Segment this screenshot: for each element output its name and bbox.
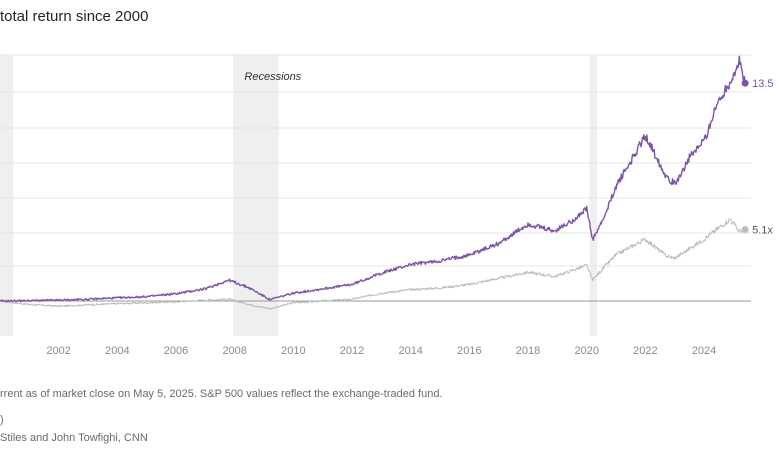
series-endpoint-purple	[741, 79, 749, 87]
source-fragment: )	[0, 414, 4, 426]
x-tick-2002: 2002	[46, 345, 70, 357]
credit-line: Stiles and John Towfighi, CNN	[0, 432, 148, 444]
series-lines	[0, 55, 749, 310]
x-tick-2010: 2010	[281, 345, 305, 357]
x-tick-2022: 2022	[633, 345, 657, 357]
end-label-purple: 13.5	[752, 78, 773, 90]
annotation-recessions: Recessions	[244, 71, 301, 83]
x-tick-2012: 2012	[340, 345, 364, 357]
return-chart: 5.1x 13.5 2002 2004 2006 2008 2010 2012 2014 2016…	[0, 54, 774, 357]
gridlines	[0, 54, 751, 302]
recession-band-2	[589, 55, 597, 336]
chart-labels: 5.1x 13.5 2002 2004 2006 2008 2010 2012 2014 2016…	[46, 71, 773, 357]
chart-title-text: total return since 2000	[0, 8, 149, 25]
x-tick-2006: 2006	[164, 345, 188, 357]
x-tick-2020: 2020	[574, 345, 598, 357]
series-line-purple	[0, 55, 746, 303]
footnote: rrent as of market close on May 5, 2025.…	[0, 388, 443, 400]
recession-band-1	[233, 55, 279, 336]
x-tick-2016: 2016	[457, 345, 481, 357]
x-tick-2014: 2014	[398, 345, 422, 357]
series-line-gray	[0, 218, 746, 310]
chart-title: total return since 2000	[0, 8, 148, 25]
x-tick-2004: 2004	[105, 345, 129, 357]
x-tick-2008: 2008	[222, 345, 246, 357]
end-label-gray: 5.1x	[752, 225, 773, 237]
x-tick-2024: 2024	[692, 345, 716, 357]
x-tick-2018: 2018	[516, 345, 540, 357]
series-endpoint-gray	[741, 226, 749, 234]
recession-band-0	[0, 55, 14, 336]
recession-bands	[0, 55, 597, 336]
